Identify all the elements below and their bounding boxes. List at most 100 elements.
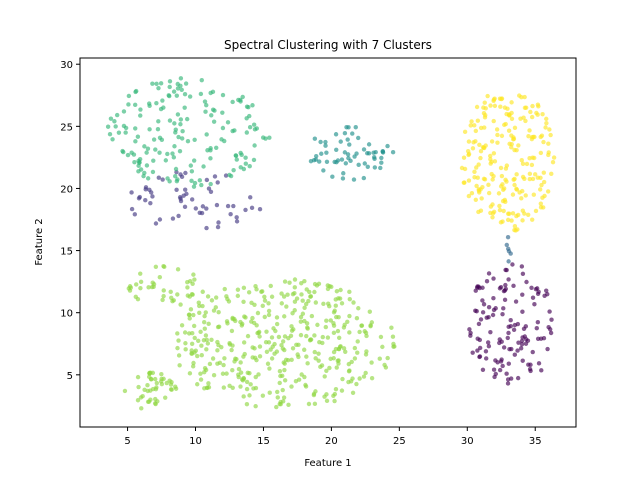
data-point-cluster-8 [462,166,468,172]
data-point-cluster-5 [269,335,275,340]
data-point-cluster-5 [331,323,337,328]
data-point-cluster-7 [159,381,165,387]
data-point-cluster-6 [200,289,205,294]
data-point-cluster-5 [331,349,337,355]
data-point-cluster-5 [183,341,188,346]
data-point-cluster-0 [512,322,518,328]
data-point-cluster-5 [191,312,196,318]
data-point-cluster-5 [238,384,243,389]
data-point-cluster-5 [269,356,275,361]
data-point-cluster-4 [121,109,127,114]
data-point-cluster-8 [531,192,537,197]
data-point-cluster-0 [534,326,539,331]
data-point-cluster-0 [534,286,540,291]
data-point-cluster-5 [241,340,247,345]
data-point-cluster-0 [536,289,541,295]
data-point-cluster-4 [243,161,249,166]
data-point-cluster-0 [481,302,487,307]
data-point-cluster-2 [508,251,513,256]
data-point-cluster-5 [187,371,193,376]
data-point-cluster-4 [131,152,137,157]
data-point-cluster-0 [520,309,525,314]
data-point-cluster-5 [176,338,181,343]
data-point-cluster-4 [208,156,213,161]
data-point-cluster-3 [379,155,384,161]
data-point-cluster-0 [477,354,483,359]
data-point-cluster-5 [304,354,309,359]
data-point-cluster-2 [504,242,509,248]
data-point-cluster-5 [175,345,180,351]
x-axis-label: Feature 1 [304,458,351,469]
data-point-cluster-6 [185,285,190,290]
data-point-cluster-4 [136,163,141,168]
data-point-cluster-3 [339,157,345,162]
data-point-cluster-1 [157,217,163,222]
data-point-cluster-3 [323,139,328,145]
data-point-cluster-5 [298,332,304,338]
data-point-cluster-3 [319,151,324,156]
data-point-cluster-5 [222,356,227,361]
data-point-cluster-4 [138,107,143,112]
data-point-cluster-6 [128,285,134,290]
data-point-cluster-8 [547,127,552,132]
data-point-cluster-8 [488,204,494,209]
data-point-cluster-8 [529,162,535,168]
data-point-cluster-5 [253,284,258,289]
data-point-cluster-5 [243,315,248,320]
data-point-cluster-0 [498,359,504,364]
data-point-cluster-8 [512,125,518,131]
data-point-cluster-5 [292,277,298,282]
data-point-cluster-1 [143,185,149,190]
data-point-cluster-5 [245,370,250,375]
data-point-cluster-4 [158,81,164,86]
data-point-cluster-4 [175,112,181,117]
data-point-cluster-4 [144,150,149,155]
data-point-cluster-5 [302,347,307,352]
data-point-cluster-0 [548,330,554,336]
data-point-cluster-5 [241,285,247,291]
data-point-cluster-0 [491,307,497,313]
data-point-cluster-5 [333,386,339,392]
data-point-cluster-5 [202,370,207,375]
data-point-cluster-8 [478,125,484,131]
data-point-cluster-4 [243,155,248,160]
data-point-cluster-5 [192,335,197,341]
data-point-cluster-0 [500,311,505,317]
data-point-cluster-8 [492,103,498,109]
data-point-cluster-3 [338,139,343,144]
data-point-cluster-3 [323,143,328,148]
data-point-cluster-5 [346,361,352,367]
data-point-cluster-5 [357,329,362,335]
data-point-cluster-4 [182,92,188,97]
data-point-cluster-5 [238,360,243,365]
data-point-cluster-4 [121,123,127,129]
data-point-cluster-7 [154,380,160,386]
data-point-cluster-5 [289,328,295,333]
data-point-cluster-8 [522,176,527,181]
data-point-cluster-0 [486,304,492,310]
data-point-cluster-5 [245,333,251,339]
data-point-cluster-8 [517,93,522,98]
data-point-cluster-5 [260,393,266,398]
data-point-cluster-8 [497,207,503,213]
data-point-cluster-1 [215,180,220,185]
data-point-cluster-6 [185,279,190,285]
data-point-cluster-4 [156,119,161,124]
data-point-cluster-8 [476,209,481,215]
data-point-cluster-5 [244,401,250,407]
data-point-cluster-5 [287,280,292,285]
data-point-cluster-5 [191,323,197,329]
data-point-cluster-0 [475,284,480,289]
data-point-cluster-5 [262,298,268,303]
data-point-cluster-5 [355,350,360,355]
data-point-cluster-5 [316,358,321,363]
data-point-cluster-0 [510,262,515,267]
data-point-cluster-5 [187,316,192,321]
data-point-cluster-0 [535,319,541,325]
data-point-cluster-8 [510,192,516,197]
data-point-cluster-5 [225,296,230,302]
data-point-cluster-5 [321,301,326,307]
data-point-cluster-1 [136,196,142,201]
data-point-cluster-4 [150,81,155,86]
data-point-cluster-4 [150,169,156,175]
